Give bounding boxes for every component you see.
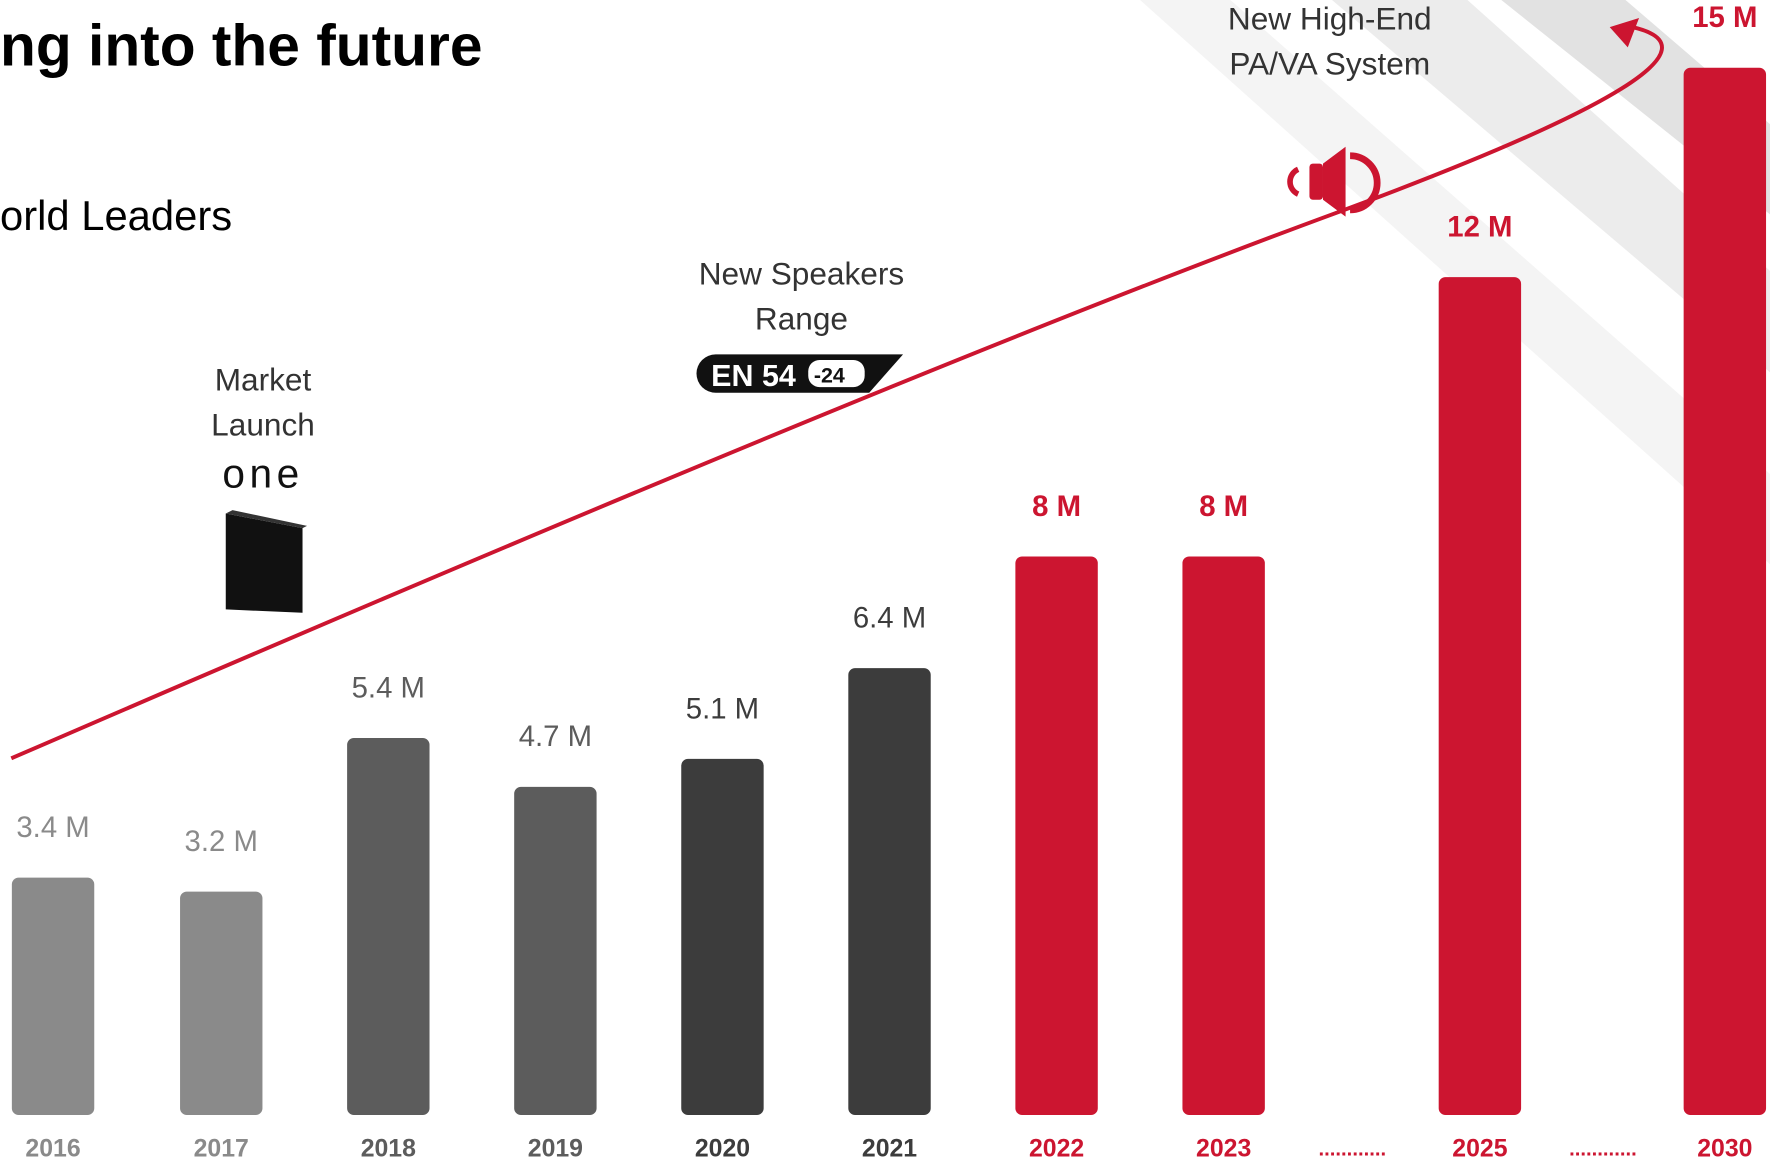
bar [1015, 556, 1097, 1115]
value-label: 4.7 M [519, 720, 592, 753]
product-box [226, 510, 307, 613]
x-tick-label: ............ [1569, 1139, 1637, 1159]
bar [681, 759, 763, 1115]
x-tick-label: 2017 [194, 1136, 249, 1159]
x-tick-label: 2025 [1452, 1136, 1507, 1159]
value-label: 8 M [1032, 490, 1081, 523]
annotation: Range [755, 301, 848, 337]
x-tick-label: 2016 [25, 1136, 80, 1159]
bar [1684, 68, 1766, 1115]
one-logo: one [222, 451, 303, 497]
value-label: 8 M [1199, 490, 1248, 523]
annotation: New Speakers [699, 255, 904, 291]
x-tick-label: 2019 [528, 1136, 583, 1159]
bar [514, 787, 596, 1115]
slide-title: ng into the future [0, 13, 483, 78]
x-tick-label: 2020 [695, 1136, 750, 1159]
x-tick-label: 2022 [1029, 1136, 1084, 1159]
value-label: 3.2 M [185, 825, 258, 858]
bar [1439, 277, 1521, 1115]
bar [1182, 556, 1264, 1115]
bar [180, 892, 262, 1115]
value-label: 5.4 M [352, 671, 425, 704]
slide-subtitle: orld Leaders [0, 192, 232, 239]
value-label: 5.1 M [686, 692, 759, 725]
value-label: 3.4 M [16, 811, 89, 844]
value-label: 15 M [1692, 1, 1757, 34]
x-tick-label: 2023 [1196, 1136, 1251, 1159]
x-tick-label: 2030 [1697, 1136, 1752, 1159]
annotation: New High-End [1228, 0, 1432, 36]
bar [848, 668, 930, 1115]
x-tick-label: 2018 [361, 1136, 416, 1159]
chart: ng into the future orld Leaders EN 54 -2… [0, 0, 1770, 1159]
page: {"chart_data": { "type": "bar", "title":… [0, 0, 1770, 1159]
x-tick-label: 2021 [862, 1136, 917, 1159]
en54-logo: EN 54 [711, 359, 796, 393]
bar [347, 738, 429, 1115]
annotation: Market [215, 361, 312, 397]
annotation: PA/VA System [1229, 45, 1430, 81]
value-label: 12 M [1447, 211, 1512, 244]
annotation: Launch [211, 407, 315, 443]
x-tick-label: ............ [1318, 1139, 1386, 1159]
en54-part: -24 [814, 364, 845, 388]
value-label: 6.4 M [853, 602, 926, 635]
bar [12, 878, 94, 1115]
